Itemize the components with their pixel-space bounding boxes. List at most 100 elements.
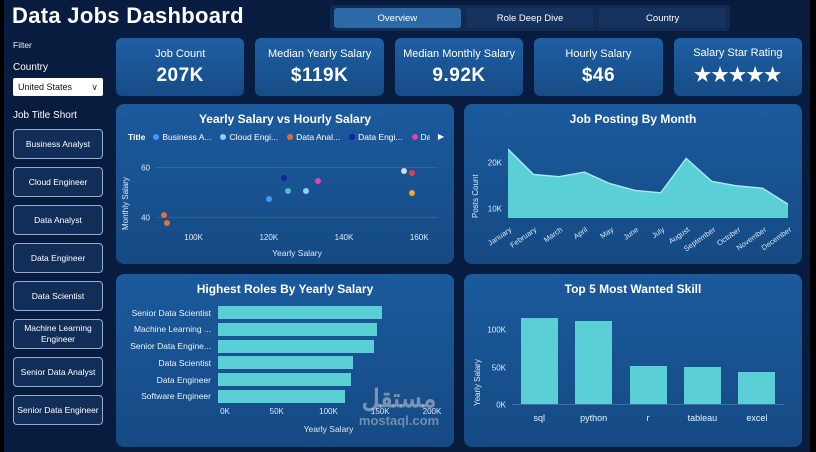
- scatter-point-senior-data-analyst[interactable]: [284, 187, 291, 194]
- bar-excel[interactable]: [738, 372, 776, 404]
- bar-label: tableau: [687, 413, 718, 423]
- axis-tick: 160K: [409, 233, 429, 242]
- kpi-card-median-yearly-salary: Median Yearly Salary $119K: [255, 38, 384, 96]
- axis-tick: 100K: [487, 325, 506, 335]
- legend-dot: [153, 133, 160, 140]
- axis-tick: 100K: [184, 233, 203, 242]
- bar-track: [218, 389, 432, 403]
- bar-column-r: [621, 308, 675, 404]
- job-title-machine-learning-engineer[interactable]: Machine Learning Engineer: [13, 319, 103, 349]
- area-plot[interactable]: [508, 140, 788, 218]
- vbar-x-axis-ticks: sql python r tableau excel: [512, 413, 784, 423]
- scatter-point-senior-data-scientist[interactable]: [401, 167, 408, 174]
- scatter-point-data-engineer[interactable]: [280, 175, 287, 182]
- axis-tick: 0K: [220, 407, 230, 416]
- bar-track: [218, 373, 432, 387]
- bar-sql[interactable]: [520, 318, 558, 404]
- legend-item-cloud-engineer[interactable]: Cloud Engi...: [220, 132, 278, 142]
- hbar-chart: Highest Roles By Yearly Salary Senior Da…: [116, 274, 454, 447]
- nav-tab-overview[interactable]: Overview: [334, 8, 461, 28]
- bar-data-engineer[interactable]: [218, 373, 351, 387]
- nav-tabs: Overview Role Deep Dive Country: [330, 5, 730, 31]
- hbar-rows: Senior Data Scientist Machine Learning ..…: [128, 306, 432, 403]
- bar-column-python: [566, 308, 620, 404]
- axis-tick: 100K: [319, 407, 338, 416]
- scatter-y-axis-ticks: 40 60: [134, 156, 152, 230]
- bar-r[interactable]: [629, 365, 667, 404]
- bar-track: [218, 356, 432, 370]
- chevron-down-icon: ∨: [91, 81, 98, 92]
- area-y-axis-label: Posts Count: [471, 174, 480, 218]
- vbar-plot-area: [512, 308, 784, 405]
- legend-dot: [220, 133, 227, 140]
- nav-tab-role-deep-dive[interactable]: Role Deep Dive: [466, 8, 594, 28]
- kpi-card-median-monthly-salary: Median Monthly Salary 9.92K: [394, 38, 524, 96]
- legend-label: Business A...: [162, 131, 212, 142]
- legend-item-data-scientist[interactable]: Data Scie...: [411, 132, 430, 142]
- page-title: Data Jobs Dashboard: [12, 3, 244, 28]
- legend-item-business-analyst[interactable]: Business A...: [153, 132, 211, 142]
- job-title-data-analyst[interactable]: Data Analyst: [13, 205, 103, 235]
- hbar-chart-title: Highest Roles By Yearly Salary: [196, 282, 374, 296]
- bar-senior-data-engine[interactable]: [218, 339, 375, 353]
- area-y-axis-ticks: 10K 20K: [484, 140, 504, 218]
- nav-tab-country[interactable]: Country: [599, 8, 727, 28]
- legend-next-icon[interactable]: ▶: [437, 132, 444, 141]
- vbar-y-axis-ticks: 0K 50K 100K: [486, 308, 508, 410]
- scatter-point-data-scientist[interactable]: [314, 177, 321, 184]
- bar-column-tableau: [675, 308, 729, 404]
- legend-label: Data Engi...: [358, 131, 403, 142]
- axis-tick: 200K: [422, 407, 442, 416]
- axis-tick: 50K: [269, 407, 284, 416]
- bar-machine-learning[interactable]: [218, 322, 378, 336]
- axis-tick: 50K: [491, 363, 506, 373]
- scatter-point-cloud-engineer[interactable]: [303, 187, 310, 194]
- legend-title: Title: [128, 131, 146, 142]
- legend-dot: [349, 133, 356, 140]
- axis-tick: 20K: [487, 158, 502, 168]
- area-x-axis-ticks: January February March April May June July Augu…: [486, 224, 793, 253]
- bar-data-scientist[interactable]: [218, 356, 353, 370]
- bar-tableau[interactable]: [683, 367, 721, 404]
- legend-item-data-engineer[interactable]: Data Engi...: [349, 131, 403, 142]
- bar-label: Data Scientist: [158, 357, 211, 368]
- scatter-point-senior-data-engineer[interactable]: [408, 190, 415, 196]
- kpi-row: Job Count 207K Median Yearly Salary $119K Me…: [116, 38, 803, 96]
- job-title-business-analyst[interactable]: Business Analyst: [13, 129, 103, 159]
- bar-software-engineer[interactable]: [218, 389, 346, 403]
- job-title-senior-data-analyst[interactable]: Senior Data Analyst: [13, 357, 103, 387]
- scatter-point-data-analyst[interactable]: [160, 212, 167, 219]
- scatter-plot-area: [156, 156, 438, 230]
- area-svg: [508, 140, 788, 218]
- legend-label: Cloud Engi...: [229, 131, 279, 142]
- axis-tick: 140K: [334, 233, 354, 242]
- bar-python[interactable]: [575, 321, 613, 404]
- axis-tick: 10K: [487, 204, 502, 214]
- axis-tick: 120K: [259, 233, 279, 242]
- country-dropdown[interactable]: United States ∨: [13, 78, 103, 96]
- legend-items: Business A... Cloud Engi... Data Anal... Da…: [153, 132, 430, 142]
- scatter-legend: Title Business A... Cloud Engi... Data Ana…: [128, 130, 444, 143]
- scatter-y-axis-label: Monthly Salary: [121, 177, 130, 230]
- scatter-x-axis-label: Yearly Salary: [272, 248, 322, 258]
- legend-item-data-analyst[interactable]: Data Anal...: [287, 132, 340, 142]
- scatter-point-data-analyst[interactable]: [164, 219, 171, 226]
- job-title-cloud-engineer[interactable]: Cloud Engineer: [13, 167, 103, 197]
- bar-senior-data-scientist[interactable]: [218, 306, 382, 319]
- job-title-data-engineer[interactable]: Data Engineer: [13, 243, 103, 273]
- bar-label: Senior Data Engine...: [130, 341, 211, 352]
- bar-label: Software Engineer: [141, 391, 211, 402]
- kpi-value: $119K: [290, 64, 349, 86]
- legend-label: Data Anal...: [296, 131, 341, 142]
- job-title-senior-data-engineer[interactable]: Senior Data Engineer: [13, 395, 103, 425]
- kpi-value: 9.92K: [432, 64, 486, 86]
- bar-column-sql: [512, 308, 566, 404]
- bar-column-excel: [730, 308, 784, 404]
- kpi-value: ★★★★★: [693, 65, 782, 86]
- kpi-label: Hourly Salary: [565, 47, 632, 60]
- scatter-point-machine-learning-engineer[interactable]: [408, 170, 415, 177]
- gridline: [156, 167, 438, 169]
- job-title-data-scientist[interactable]: Data Scientist: [13, 281, 103, 311]
- charts-grid: Yearly Salary vs Hourly Salary Title Bus…: [116, 104, 802, 447]
- scatter-point-business-analyst[interactable]: [265, 196, 272, 203]
